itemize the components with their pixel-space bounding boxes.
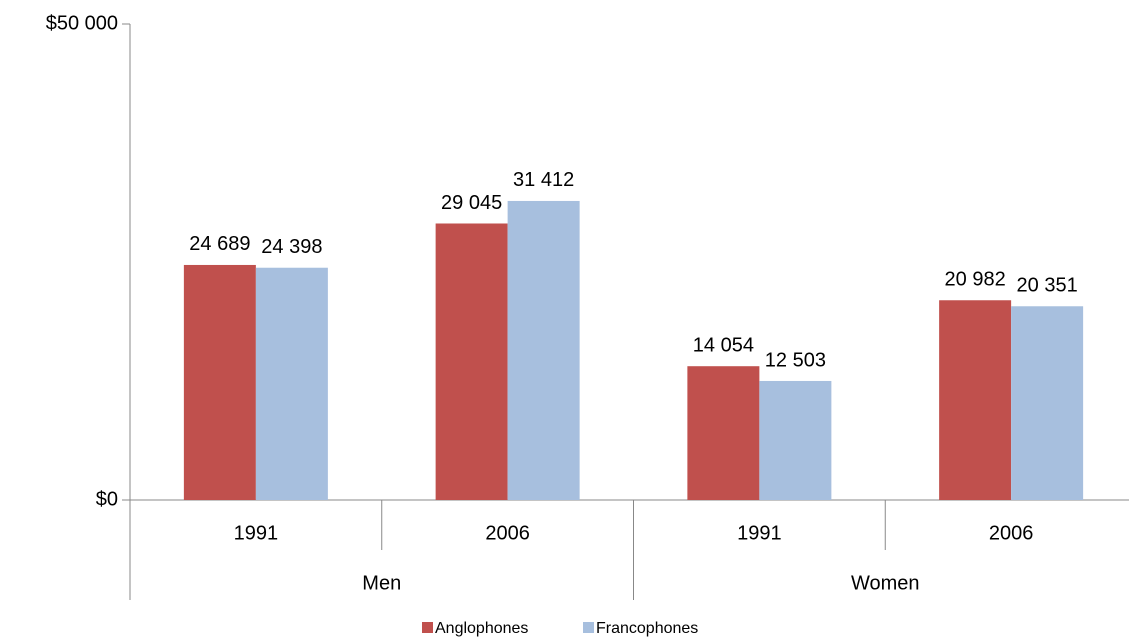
group-label: Men	[362, 572, 401, 594]
y-tick-label: $50 000	[46, 12, 118, 34]
bar	[939, 300, 1012, 500]
legend-label: Anglophones	[435, 620, 528, 637]
bar	[255, 267, 328, 500]
x-tick-label: 2006	[989, 522, 1034, 544]
legend-swatch	[422, 622, 433, 633]
bar	[687, 366, 760, 500]
x-tick-label: 1991	[234, 522, 279, 544]
x-tick-label: 1991	[737, 522, 782, 544]
group-label: Women	[851, 572, 920, 594]
data-label: 24 398	[261, 236, 322, 258]
bar	[435, 223, 508, 501]
data-label: 24 689	[189, 233, 250, 255]
data-label: 12 503	[765, 349, 826, 371]
data-label: 14 054	[693, 334, 754, 356]
bar	[183, 264, 256, 500]
legend-swatch	[583, 622, 594, 633]
x-tick-label: 2006	[485, 522, 530, 544]
y-tick-label: $0	[96, 488, 118, 510]
bar	[759, 380, 832, 500]
data-label: 31 412	[513, 169, 574, 191]
data-label: 20 351	[1017, 275, 1078, 297]
bar	[507, 200, 580, 500]
data-label: 20 982	[945, 269, 1006, 291]
bar	[1011, 306, 1084, 500]
legend-label: Francophones	[596, 620, 698, 637]
data-label: 29 045	[441, 192, 502, 214]
